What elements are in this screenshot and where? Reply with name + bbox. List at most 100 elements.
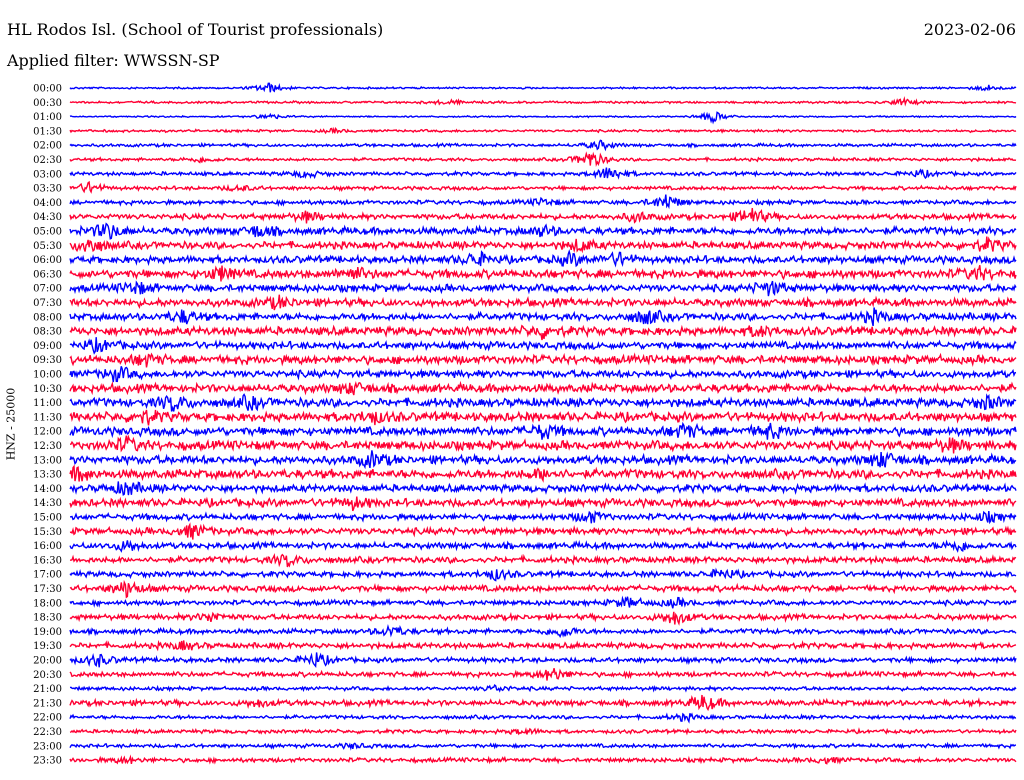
seismic-trace-1130 bbox=[69, 409, 1017, 426]
seismic-trace-0900 bbox=[69, 337, 1017, 355]
date-label: 2023-02-06 bbox=[923, 20, 1016, 39]
row-time-label: 09:00 bbox=[33, 341, 62, 352]
row-time-label: 04:30 bbox=[33, 212, 62, 223]
seismic-trace-0630 bbox=[69, 265, 1017, 282]
seismic-trace-0200 bbox=[69, 139, 1017, 152]
row-time-label: 07:30 bbox=[33, 298, 62, 309]
row-time-label: 03:00 bbox=[33, 169, 62, 180]
seismic-trace-1530 bbox=[69, 522, 1017, 540]
row-time-label: 22:30 bbox=[33, 727, 62, 738]
seismic-trace-1900 bbox=[69, 623, 1017, 639]
row-time-label: 19:30 bbox=[33, 641, 62, 652]
row-time-label: 01:00 bbox=[33, 112, 62, 123]
seismic-trace-2230 bbox=[69, 726, 1017, 736]
row-time-label: 00:00 bbox=[33, 84, 62, 95]
seismic-trace-1700 bbox=[69, 567, 1017, 582]
seismic-trace-1400 bbox=[69, 481, 1017, 496]
seismic-trace-1930 bbox=[69, 639, 1017, 652]
seismic-trace-2100 bbox=[69, 683, 1017, 693]
seismic-trace-2300 bbox=[69, 741, 1017, 751]
row-time-label: 23:30 bbox=[33, 756, 62, 767]
row-time-label: 08:30 bbox=[33, 327, 62, 338]
seismic-trace-0930 bbox=[69, 352, 1017, 368]
seismic-trace-1200 bbox=[69, 421, 1017, 440]
seismic-trace-0830 bbox=[69, 324, 1017, 341]
seismic-trace-2000 bbox=[69, 652, 1017, 668]
seismic-trace-0800 bbox=[69, 307, 1017, 327]
row-time-label: 03:30 bbox=[33, 184, 62, 195]
row-time-label: 16:30 bbox=[33, 555, 62, 566]
seismic-trace-0130 bbox=[69, 126, 1017, 135]
seismic-trace-1630 bbox=[69, 553, 1017, 568]
row-time-label: 10:30 bbox=[33, 384, 62, 395]
seismic-trace-0530 bbox=[69, 236, 1017, 254]
row-time-label: 08:00 bbox=[33, 312, 62, 323]
filter-label: Applied filter: WWSSN-SP bbox=[7, 51, 220, 70]
row-time-label: 14:00 bbox=[33, 484, 62, 495]
seismic-trace-2200 bbox=[69, 712, 1017, 724]
row-time-label: 22:00 bbox=[33, 713, 62, 724]
seismic-trace-0330 bbox=[69, 180, 1017, 194]
row-time-label: 19:00 bbox=[33, 627, 62, 638]
seismic-trace-0730 bbox=[69, 294, 1017, 311]
seismic-trace-1500 bbox=[70, 509, 1017, 525]
seismic-trace-1730 bbox=[69, 579, 1017, 599]
row-time-label: 05:30 bbox=[33, 241, 62, 252]
seismic-trace-1830 bbox=[69, 611, 1017, 626]
row-time-label: 09:30 bbox=[33, 355, 62, 366]
row-time-label: 02:30 bbox=[33, 155, 62, 166]
row-time-label: 00:30 bbox=[33, 98, 62, 109]
row-time-label: 15:00 bbox=[33, 513, 62, 524]
row-time-label: 12:30 bbox=[33, 441, 62, 452]
row-time-label: 13:00 bbox=[33, 455, 62, 466]
row-time-label: 12:00 bbox=[33, 427, 62, 438]
station-title: HL Rodos Isl. (School of Tourist profess… bbox=[7, 20, 384, 39]
seismic-trace-2030 bbox=[69, 668, 1017, 681]
row-time-label: 16:00 bbox=[33, 541, 62, 552]
row-time-label: 15:30 bbox=[33, 527, 62, 538]
row-time-label: 23:00 bbox=[33, 741, 62, 752]
seismic-trace-0500 bbox=[69, 222, 1017, 240]
row-time-label: 01:30 bbox=[33, 126, 62, 137]
seismic-trace-1100 bbox=[69, 393, 1017, 412]
seismic-trace-0230 bbox=[69, 151, 1017, 167]
seismic-trace-1430 bbox=[69, 496, 1017, 512]
row-time-label: 02:00 bbox=[33, 141, 62, 152]
seismic-trace-1000 bbox=[69, 366, 1017, 383]
seismic-trace-1800 bbox=[69, 595, 1017, 609]
seismic-trace-0300 bbox=[69, 167, 1017, 180]
row-time-label: 21:30 bbox=[33, 698, 62, 709]
row-time-label: 17:30 bbox=[33, 584, 62, 595]
row-time-label: 13:30 bbox=[33, 470, 62, 481]
row-time-label: 07:00 bbox=[33, 284, 62, 295]
seismic-trace-2330 bbox=[69, 754, 1017, 765]
seismic-trace-0430 bbox=[69, 207, 1017, 224]
seismic-trace-0030 bbox=[69, 96, 1017, 107]
seismic-trace-0700 bbox=[69, 280, 1017, 297]
row-time-label: 18:00 bbox=[33, 598, 62, 609]
seismic-trace-1030 bbox=[69, 380, 1017, 396]
seismic-trace-0000 bbox=[69, 82, 1017, 93]
row-time-label: 11:30 bbox=[33, 412, 62, 423]
seismic-trace-1300 bbox=[69, 450, 1017, 470]
row-time-label: 11:00 bbox=[33, 398, 62, 409]
row-time-label: 14:30 bbox=[33, 498, 62, 509]
row-time-label: 21:00 bbox=[33, 684, 62, 695]
seismic-trace-0100 bbox=[69, 111, 1017, 125]
row-time-label: 18:30 bbox=[33, 613, 62, 624]
seismic-trace-2130 bbox=[69, 694, 1017, 712]
seismic-trace-1230 bbox=[70, 434, 1017, 454]
seismic-trace-0600 bbox=[69, 249, 1017, 268]
seismic-trace-0400 bbox=[69, 194, 1017, 210]
row-time-label: 05:00 bbox=[33, 227, 62, 238]
row-time-label: 06:30 bbox=[33, 269, 62, 280]
row-time-label: 10:00 bbox=[33, 370, 62, 381]
row-time-label: 17:00 bbox=[33, 570, 62, 581]
seismic-trace-1330 bbox=[69, 464, 1017, 483]
row-time-label: 20:00 bbox=[33, 656, 62, 667]
row-time-label: 06:00 bbox=[33, 255, 62, 266]
seismic-trace-1600 bbox=[69, 539, 1017, 553]
row-time-label: 04:00 bbox=[33, 198, 62, 209]
row-time-label: 20:30 bbox=[33, 670, 62, 681]
